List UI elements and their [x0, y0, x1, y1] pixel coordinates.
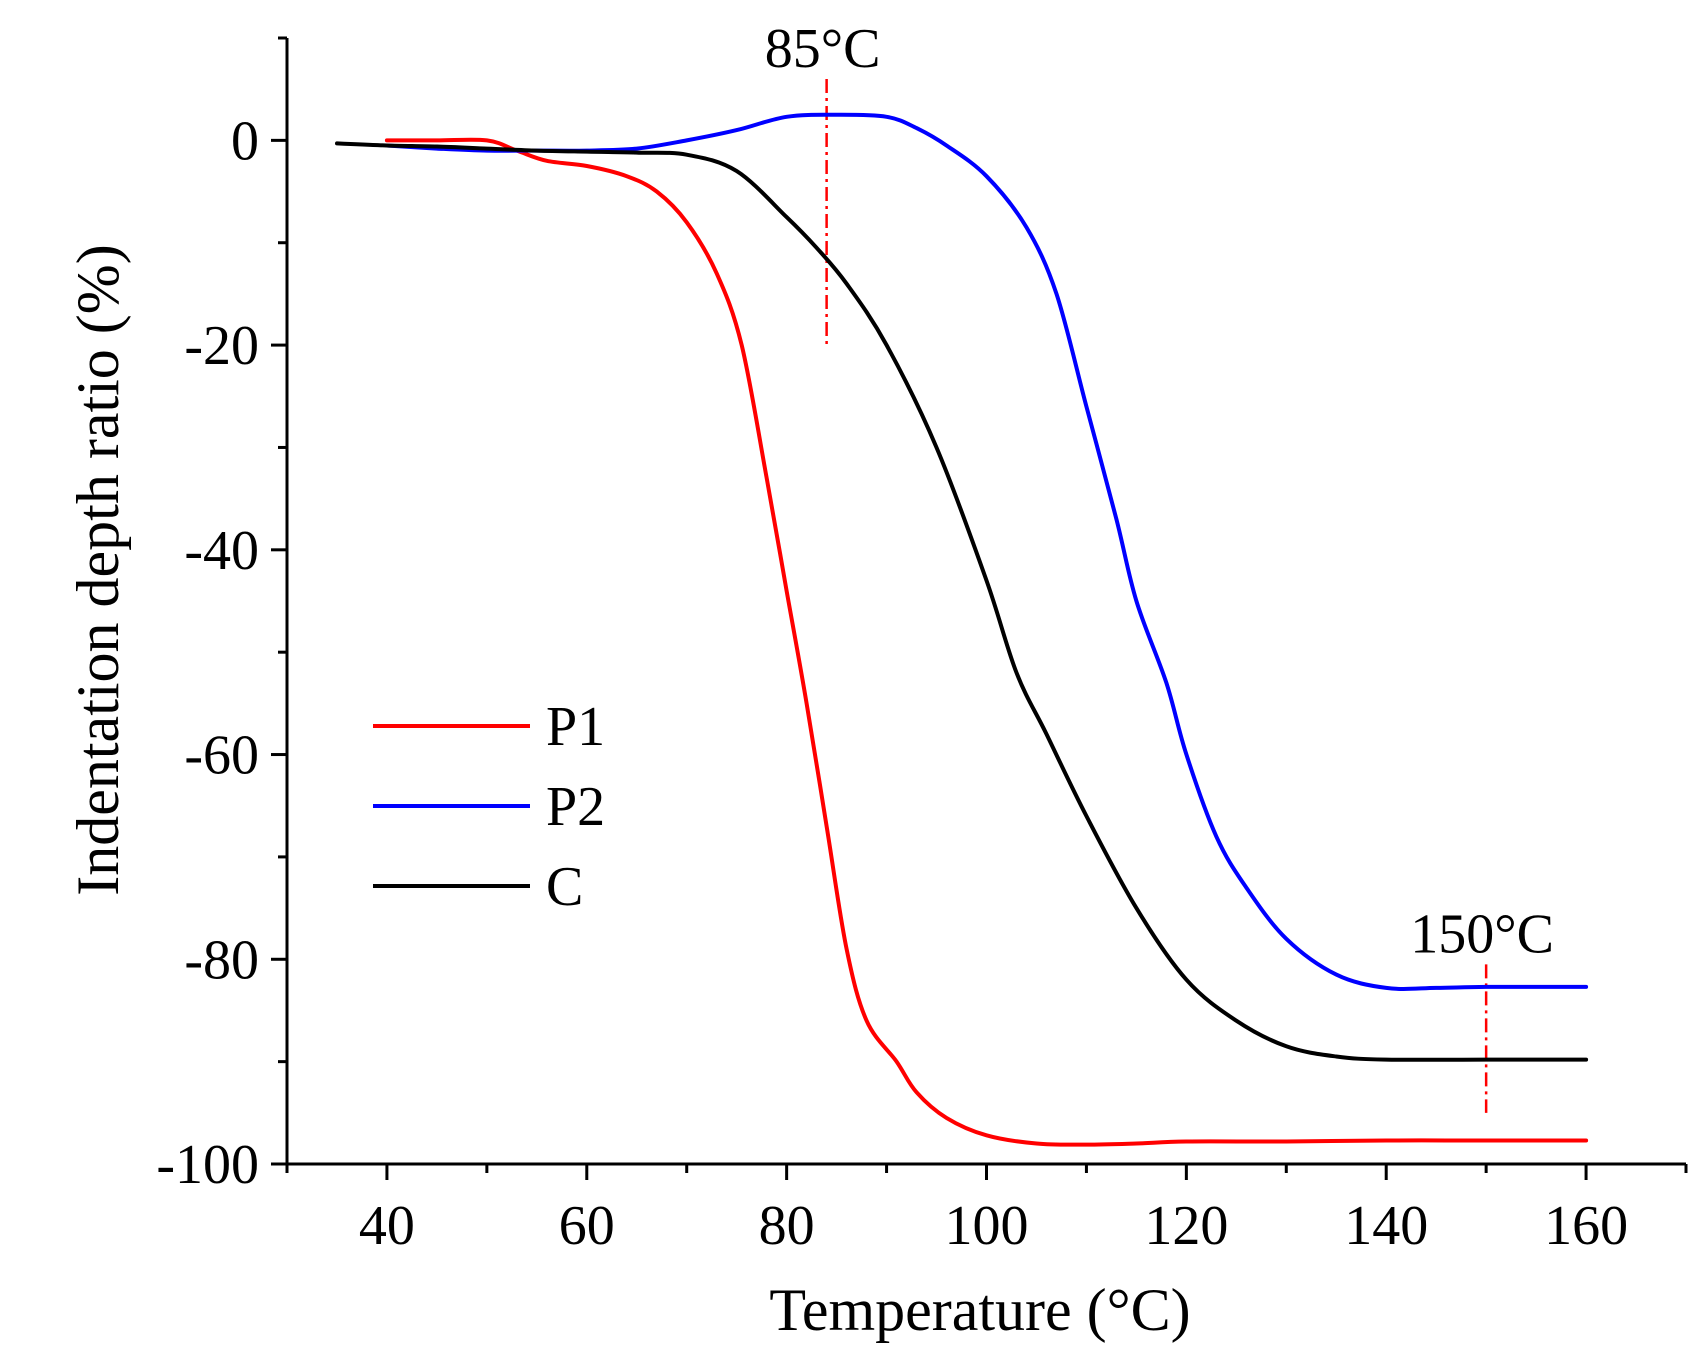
- annotation-label-2: 150°C: [1410, 903, 1554, 965]
- x-tick-label: 40: [359, 1195, 415, 1257]
- ticks: 40 60 80 100 120 140 160 0 -20 -40 -60 -80 -100: [156, 36, 1688, 1257]
- legend-label-p1: P1: [546, 696, 605, 758]
- x-tick-label: 140: [1344, 1195, 1428, 1257]
- y-tick-label: -20: [184, 315, 259, 377]
- series-line-p2: [384, 112, 1589, 991]
- x-tick-label: 80: [759, 1195, 815, 1257]
- x-axis-title: Temperature (°C): [769, 1277, 1190, 1343]
- legend-label-p2: P2: [546, 776, 605, 838]
- y-tick-label: -80: [184, 929, 259, 991]
- y-tick-label: 0: [231, 110, 259, 172]
- x-tick-label: 60: [559, 1195, 615, 1257]
- x-tick-label: 120: [1144, 1195, 1228, 1257]
- y-axis-title: Indentation depth ratio (%): [65, 244, 131, 895]
- annotation-label-1: 85°C: [765, 18, 881, 80]
- legend: P1 P2 C: [373, 696, 605, 918]
- x-tick-label: 100: [945, 1195, 1029, 1257]
- y-tick-label: -60: [184, 725, 259, 787]
- x-tick-label: 160: [1544, 1195, 1628, 1257]
- legend-label-c: C: [546, 856, 583, 918]
- y-tick-label: -40: [184, 520, 259, 582]
- series-line-c: [335, 141, 1589, 1062]
- annotation-layer: 85°C 150°C: [765, 18, 1554, 1113]
- axes: [285, 38, 1686, 1166]
- series-line-p1: [384, 137, 1589, 1147]
- y-tick-label: -100: [156, 1134, 259, 1196]
- series-layer: [335, 112, 1589, 1147]
